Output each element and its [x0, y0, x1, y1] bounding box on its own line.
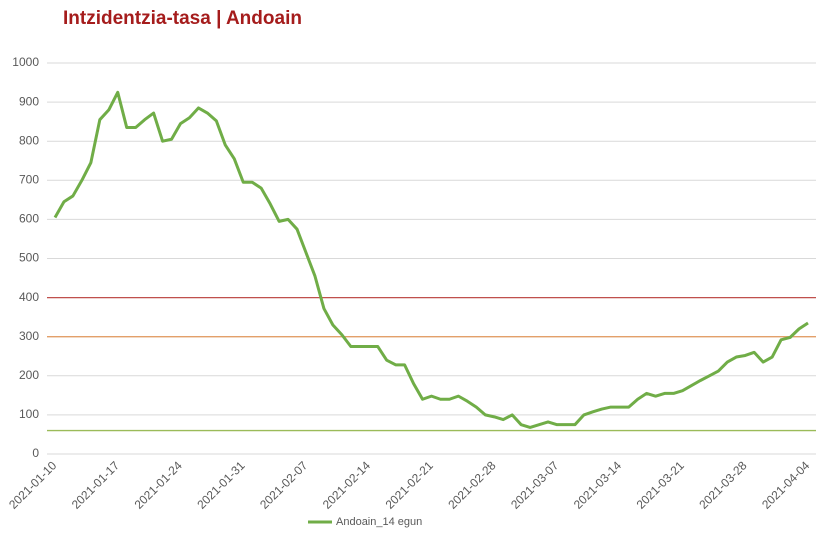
x-tick-label: 2021-02-14	[320, 458, 374, 512]
y-tick-label: 500	[19, 251, 39, 265]
x-tick-label: 2021-02-28	[445, 458, 499, 512]
y-tick-label: 0	[32, 446, 39, 460]
y-tick-label: 300	[19, 329, 39, 343]
y-tick-label: 100	[19, 407, 39, 421]
y-tick-label: 200	[19, 368, 39, 382]
x-tick-label: 2021-02-07	[257, 458, 311, 512]
legend-label: Andoain_14 egun	[336, 516, 422, 528]
y-tick-label: 900	[19, 94, 39, 108]
chart-title: Intzidentzia-tasa | Andoain	[63, 8, 302, 29]
y-tick-label: 800	[19, 133, 39, 147]
y-tick-label: 700	[19, 172, 39, 186]
x-tick-label: 2021-01-24	[132, 458, 186, 512]
y-tick-label: 1000	[12, 55, 39, 69]
y-tick-label: 400	[19, 290, 39, 304]
x-tick-label: 2021-01-10	[6, 458, 60, 512]
x-tick-label: 2021-01-17	[69, 458, 123, 512]
x-tick-label: 2021-04-04	[759, 458, 813, 512]
x-tick-label: 2021-01-31	[194, 458, 248, 512]
x-tick-label: 2021-03-14	[571, 458, 625, 512]
y-tick-label: 600	[19, 212, 39, 226]
x-tick-label: 2021-03-28	[696, 458, 750, 512]
x-tick-label: 2021-03-21	[634, 458, 688, 512]
x-tick-label: 2021-02-21	[383, 458, 437, 512]
x-tick-label: 2021-03-07	[508, 458, 562, 512]
line	[53, 90, 809, 429]
